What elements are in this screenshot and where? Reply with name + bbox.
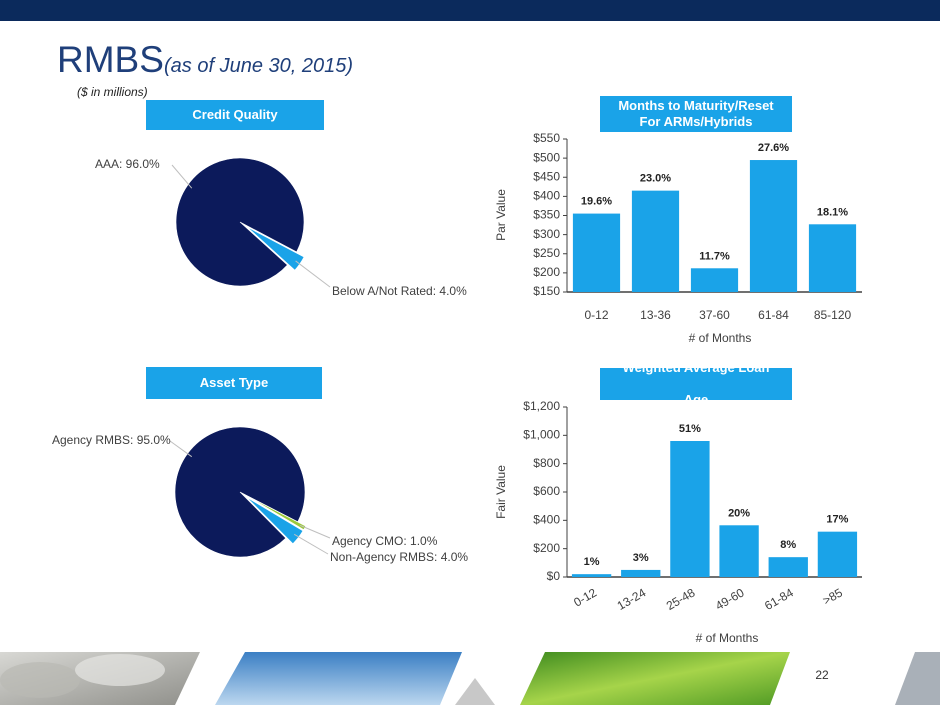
x-tick-label: 49-60 bbox=[713, 585, 747, 613]
top-bar bbox=[0, 0, 940, 21]
slice-label: Agency CMO: 1.0% bbox=[332, 534, 438, 548]
y-tick-label: $200 bbox=[533, 265, 560, 279]
pie-slice bbox=[247, 496, 307, 531]
y-tick-label: $250 bbox=[533, 246, 560, 260]
bar bbox=[749, 160, 798, 292]
y-tick-label: $300 bbox=[533, 227, 560, 241]
x-tick-label: 61-84 bbox=[762, 585, 796, 613]
x-axis-title: # of Months bbox=[689, 331, 752, 345]
y-tick-label: $500 bbox=[533, 150, 560, 164]
y-tick-label: $1,200 bbox=[523, 399, 560, 413]
leader-line bbox=[295, 260, 331, 288]
bar bbox=[719, 525, 759, 577]
bar bbox=[690, 268, 739, 292]
x-tick-label: 0-12 bbox=[584, 308, 608, 322]
units-note: ($ in millions) bbox=[77, 85, 148, 99]
y-tick-label: $150 bbox=[533, 284, 560, 298]
bar-annotation: 11.7% bbox=[699, 250, 730, 262]
x-axis-title: # of Months bbox=[696, 631, 759, 645]
slide-title-note: (as of June 30, 2015) bbox=[164, 55, 353, 77]
slice-label: Non-Agency RMBS: 4.0% bbox=[330, 550, 468, 564]
y-tick-label: $0 bbox=[547, 569, 561, 583]
decor-strip bbox=[0, 652, 940, 705]
bar-annotation: 19.6% bbox=[581, 196, 612, 208]
y-tick-label: $400 bbox=[533, 513, 560, 527]
y-tick-label: $600 bbox=[533, 484, 560, 498]
y-tick-label: $400 bbox=[533, 189, 560, 203]
bar-annotation: 20% bbox=[728, 507, 750, 519]
leader-line bbox=[171, 164, 193, 189]
x-tick-label: 85-120 bbox=[814, 308, 852, 322]
chart-title-box: Asset Type bbox=[146, 367, 322, 399]
bar-annotation: 8% bbox=[780, 539, 796, 551]
x-tick-label: 0-12 bbox=[571, 585, 599, 609]
bar-annotation: 27.6% bbox=[758, 142, 789, 154]
x-tick-label: 25-48 bbox=[664, 585, 698, 613]
x-tick-label: 13-24 bbox=[615, 585, 649, 613]
bar-annotation: 1% bbox=[584, 556, 600, 568]
y-tick-label: $800 bbox=[533, 456, 560, 470]
y-tick-label: $550 bbox=[533, 131, 560, 145]
bar-annotation: 23.0% bbox=[640, 173, 671, 185]
chart-title-box: Weighted Average Loan Age bbox=[600, 360, 792, 407]
bar bbox=[670, 441, 710, 577]
y-axis-title: Fair Value bbox=[494, 465, 508, 519]
bar bbox=[768, 557, 808, 577]
x-tick-label: 13-36 bbox=[640, 308, 671, 322]
leader-line bbox=[293, 533, 329, 555]
bar-annotation: 17% bbox=[826, 514, 848, 526]
leader-line bbox=[169, 440, 193, 458]
slice-label: AAA: 96.0% bbox=[95, 157, 160, 171]
bar bbox=[621, 569, 661, 577]
x-tick-label: 61-84 bbox=[758, 308, 789, 322]
slice-label: Below A/Not Rated: 4.0% bbox=[332, 284, 467, 298]
bar bbox=[808, 224, 857, 292]
pie-slice bbox=[174, 426, 306, 558]
pie-slice bbox=[175, 157, 305, 287]
y-tick-label: $200 bbox=[533, 541, 560, 555]
bar bbox=[571, 574, 612, 577]
bar-annotation: 51% bbox=[679, 423, 701, 435]
bar-annotation: 3% bbox=[633, 552, 649, 564]
bar-annotation: 18.1% bbox=[817, 206, 848, 218]
page-number: 22 bbox=[815, 668, 829, 682]
chart-title-box: Months to Maturity/Reset For ARMs/Hybrid… bbox=[600, 96, 792, 132]
bar bbox=[631, 190, 680, 292]
slice-label: Agency RMBS: 95.0% bbox=[52, 433, 171, 447]
leader-line bbox=[299, 524, 331, 539]
y-tick-label: $1,000 bbox=[523, 428, 560, 442]
y-tick-label: $350 bbox=[533, 208, 560, 222]
bar bbox=[572, 213, 621, 292]
x-tick-label: 37-60 bbox=[699, 308, 730, 322]
x-tick-label: >85 bbox=[820, 585, 845, 607]
chart-title-box: Credit Quality bbox=[146, 100, 324, 130]
y-axis-title: Par Value bbox=[494, 189, 508, 241]
pie-slice bbox=[246, 497, 304, 545]
bar bbox=[817, 531, 858, 577]
slide-title: RMBS bbox=[57, 39, 164, 80]
y-tick-label: $450 bbox=[533, 169, 560, 183]
